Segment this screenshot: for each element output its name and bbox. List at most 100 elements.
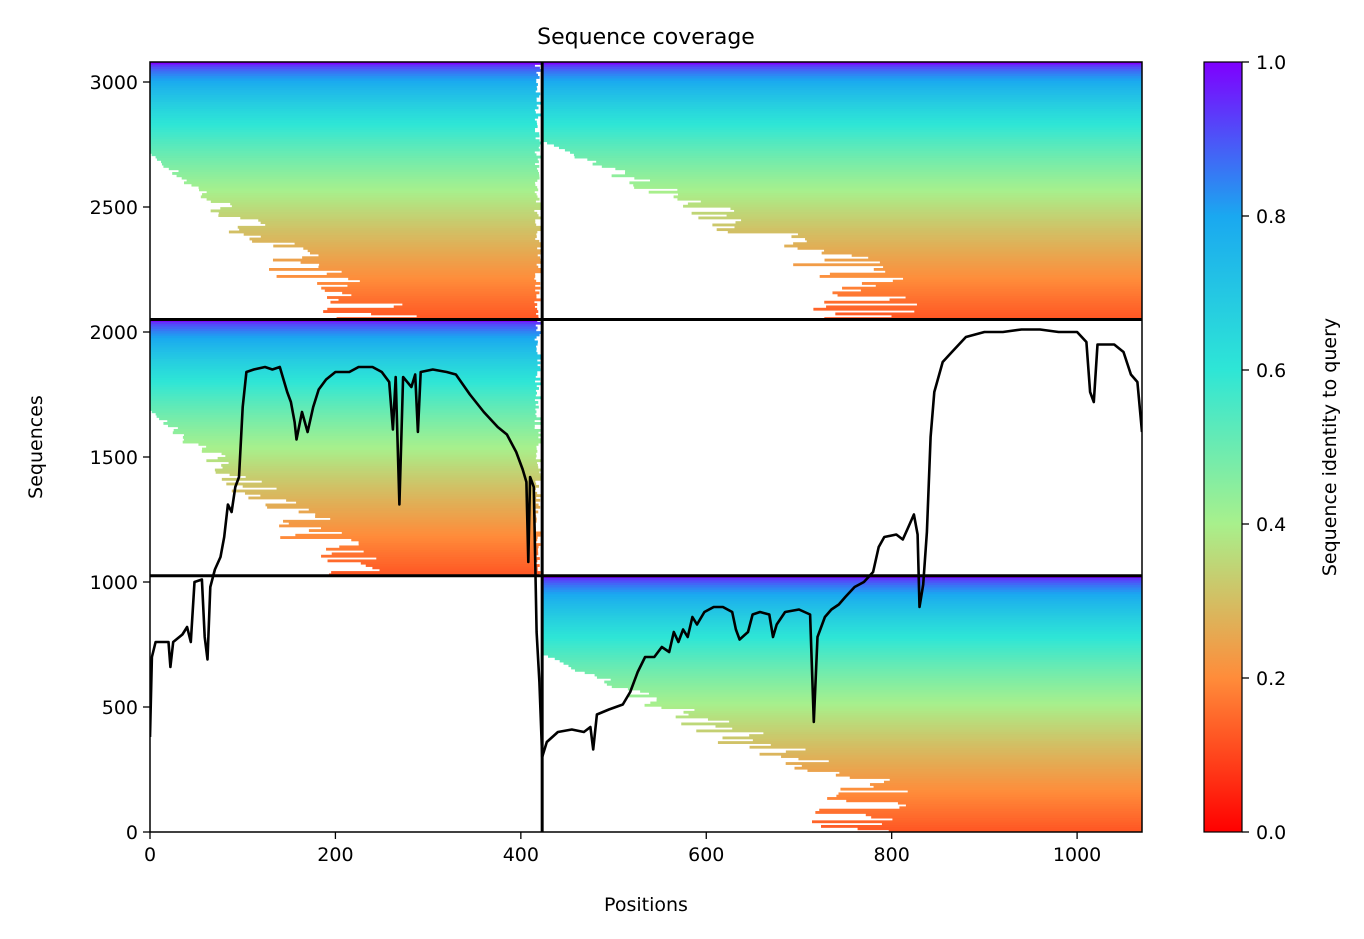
- heatmap-row: [150, 382, 542, 386]
- y-tick-label: 2500: [90, 197, 138, 219]
- heatmap-row: [167, 419, 535, 423]
- heatmap-row: [542, 125, 1142, 129]
- heatmap-row: [150, 380, 536, 383]
- heatmap-row: [150, 132, 540, 136]
- heatmap-row: [308, 508, 536, 512]
- heatmap-row: [838, 792, 1142, 796]
- heatmap-row: [258, 218, 536, 222]
- colorbar: 0.0 0.2 0.4 0.6 0.8 1.0 Sequence identity to …: [1203, 52, 1341, 844]
- heatmap-row: [673, 195, 1142, 199]
- heatmap-row: [648, 190, 1142, 194]
- heatmap-row: [542, 592, 1142, 595]
- heatmap-row: [330, 300, 535, 304]
- heatmap-row: [182, 435, 539, 439]
- heatmap-row: [881, 822, 1142, 826]
- heatmap-row: [793, 242, 1142, 246]
- x-axis-label: Positions: [604, 894, 688, 916]
- heatmap-row: [905, 804, 1142, 807]
- heatmap-row: [159, 417, 542, 421]
- y-tick-label: 1000: [90, 572, 138, 594]
- heatmap-row: [183, 433, 542, 437]
- heatmap-row: [363, 550, 539, 553]
- heatmap-row: [749, 745, 1142, 749]
- heatmap-row: [150, 326, 538, 330]
- heatmap-row: [688, 713, 1142, 717]
- heatmap-row: [198, 442, 539, 446]
- heatmap-row: [836, 794, 1142, 798]
- heatmap-row: [156, 415, 537, 418]
- heatmap-row: [563, 661, 1142, 665]
- heatmap-row: [542, 596, 1142, 600]
- heatmap-row: [821, 251, 1142, 255]
- heatmap-row: [324, 289, 536, 292]
- heatmap-row: [178, 169, 539, 173]
- heatmap-row: [827, 797, 1142, 800]
- heatmap-row: [161, 160, 539, 164]
- heatmap-row: [318, 265, 539, 269]
- heatmap-row: [326, 272, 536, 276]
- heatmap-row: [150, 331, 542, 334]
- heatmap-row: [869, 783, 1142, 786]
- heatmap-row: [889, 298, 1142, 302]
- heatmap-row: [785, 750, 1142, 754]
- heatmap-row: [606, 682, 1142, 686]
- heatmap-row: [542, 587, 1142, 591]
- heatmap-row: [839, 771, 1142, 775]
- heatmap-row: [554, 657, 1142, 661]
- heatmap-row: [186, 179, 538, 182]
- heatmap-row: [683, 204, 1142, 208]
- heatmap-row: [206, 445, 537, 449]
- heatmap-row: [542, 638, 1142, 642]
- heatmap-row: [379, 568, 538, 572]
- heatmap-row: [225, 454, 537, 458]
- heatmap-row: [542, 115, 1142, 119]
- heatmap-row: [300, 260, 542, 264]
- heatmap-row: [150, 352, 538, 355]
- heatmap-row: [584, 671, 1142, 675]
- heatmap-row: [150, 347, 537, 351]
- heatmap-row: [542, 613, 1142, 616]
- heatmap-row: [571, 666, 1142, 670]
- heatmap-row: [542, 101, 1142, 105]
- heatmap-row: [826, 305, 1142, 309]
- heatmap-row: [542, 118, 1142, 122]
- heatmap-row: [327, 559, 538, 563]
- heatmap-row: [542, 132, 1142, 136]
- heatmap-row: [210, 200, 536, 203]
- heatmap-row: [150, 338, 535, 341]
- heatmap-row: [221, 452, 537, 456]
- heatmap-row: [857, 827, 1142, 831]
- heatmap-row: [327, 307, 538, 311]
- heatmap-row: [628, 694, 1142, 698]
- heatmap-row: [749, 734, 1142, 737]
- heatmap-row: [715, 724, 1142, 728]
- heatmap-row: [542, 73, 1142, 77]
- y-tick-label: 2000: [90, 322, 138, 344]
- heatmap-row: [217, 456, 536, 460]
- heatmap-row: [150, 349, 537, 353]
- heatmap-row: [172, 431, 539, 435]
- heatmap-row: [832, 291, 1142, 295]
- heatmap-row: [150, 354, 542, 358]
- heatmap-row: [365, 564, 540, 567]
- heatmap-row: [730, 207, 1142, 210]
- heatmap-row: [150, 333, 540, 337]
- heatmap-row: [150, 396, 542, 400]
- heatmap-row: [883, 780, 1142, 784]
- heatmap-row: [348, 277, 535, 281]
- heatmap-row: [785, 762, 1142, 765]
- heatmap-row: [150, 366, 541, 369]
- heatmap-row: [604, 680, 1142, 684]
- heatmap-row: [610, 678, 1142, 682]
- heatmap-row: [542, 87, 1142, 91]
- heatmap-row: [298, 510, 539, 514]
- heatmap-row: [797, 232, 1142, 236]
- heatmap-row: [214, 468, 542, 472]
- heatmap-row: [837, 293, 1142, 297]
- heatmap-row: [759, 752, 1142, 756]
- heatmap-row: [276, 275, 536, 278]
- heatmap-row: [717, 741, 1142, 744]
- heatmap-row: [547, 141, 1142, 145]
- heatmap-row: [150, 391, 537, 395]
